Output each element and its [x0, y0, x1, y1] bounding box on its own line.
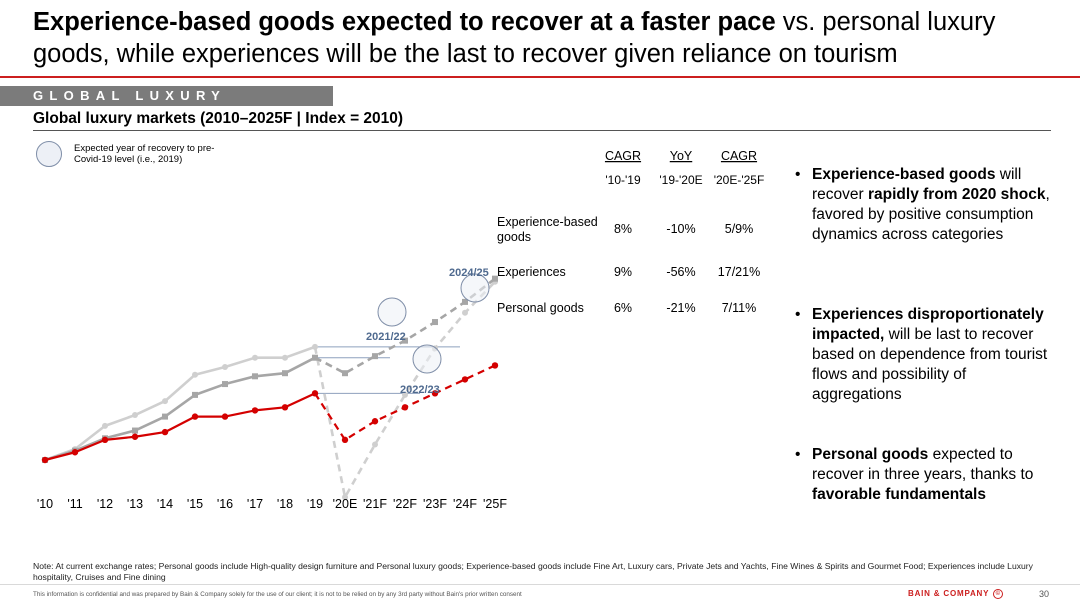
- recovery-label: 2022/23: [400, 384, 440, 396]
- personal-goods-point: [222, 413, 228, 419]
- experience-based-goods-point: [432, 319, 438, 325]
- table-cell: 8%: [614, 222, 632, 236]
- experiences-point: [462, 310, 468, 316]
- experience-based-goods-point: [372, 353, 378, 359]
- x-tick-label: '22F: [393, 497, 417, 511]
- experience-based-goods-point: [312, 355, 318, 361]
- experiences-point: [282, 355, 288, 361]
- x-tick-label: '15: [187, 497, 203, 511]
- experiences-point: [132, 412, 138, 418]
- experience-based-goods-point: [282, 370, 288, 376]
- personal-goods-point: [462, 376, 468, 382]
- footer-divider: [0, 584, 1080, 585]
- takeaway-experience-based: Experience-based goods will recover rapi…: [795, 165, 1055, 245]
- takeaway-experiences: Experiences disproportionately impacted,…: [795, 305, 1055, 405]
- experience-based-goods-point: [342, 370, 348, 376]
- personal-goods-point: [192, 413, 198, 419]
- confidentiality-disclaimer: This information is confidential and was…: [33, 591, 522, 598]
- experiences-actual-line: [45, 347, 315, 460]
- x-tick-label: '10: [37, 497, 53, 511]
- experiences-point: [372, 442, 378, 448]
- x-tick-label: '13: [127, 497, 143, 511]
- brand-logo: BAIN & COMPANY ©: [908, 589, 1003, 599]
- personal-goods-forecast-line: [315, 365, 495, 439]
- takeaway-text-run: Personal goods: [812, 446, 928, 463]
- personal-goods-point: [132, 434, 138, 440]
- x-tick-label: '11: [67, 497, 82, 511]
- table-cell: -21%: [666, 301, 695, 315]
- experience-based-goods-series-label: goods: [497, 230, 531, 244]
- personal-goods-point: [282, 404, 288, 410]
- experiences-point: [102, 423, 108, 429]
- takeaway-text-run: Experience-based goods: [812, 166, 995, 183]
- table-header-metric: CAGR: [721, 149, 757, 163]
- personal-goods-point: [492, 362, 498, 368]
- takeaway-personal-goods: Personal goods expected to recover in th…: [795, 445, 1055, 505]
- experience-based-goods-point: [132, 428, 138, 434]
- recovery-label: 2024/25: [449, 267, 489, 279]
- experience-based-goods-series-label: Experience-based: [497, 215, 598, 229]
- table-header-metric: CAGR: [605, 149, 641, 163]
- experience-based-goods-point: [222, 381, 228, 387]
- experiences-point: [162, 398, 168, 404]
- experiences-point: [252, 355, 258, 361]
- experiences-point: [192, 372, 198, 378]
- recovery-label: 2021/22: [366, 331, 406, 343]
- brand-name: BAIN & COMPANY: [908, 589, 989, 598]
- personal-goods-actual-line: [45, 393, 315, 460]
- x-tick-label: '25F: [483, 497, 507, 511]
- x-tick-label: '14: [157, 497, 173, 511]
- table-header-period: '19-'20E: [659, 173, 702, 187]
- x-tick-label: '21F: [363, 497, 387, 511]
- x-tick-label: '20E: [333, 497, 358, 511]
- experiences-series-label: Experiences: [497, 265, 566, 279]
- page-number: 30: [1039, 589, 1049, 599]
- table-cell: -10%: [666, 222, 695, 236]
- table-cell: 9%: [614, 265, 632, 279]
- table-header-period: '20E-'25F: [714, 173, 765, 187]
- table-cell: 5/9%: [725, 222, 754, 236]
- table-header-metric: YoY: [670, 149, 693, 163]
- recovery-circle: [378, 298, 406, 326]
- x-tick-label: '24F: [453, 497, 477, 511]
- x-tick-label: '17: [247, 497, 263, 511]
- takeaway-text-run: rapidly from 2020 shock: [868, 186, 1045, 203]
- x-tick-label: '23F: [423, 497, 447, 511]
- x-tick-label: '19: [307, 497, 323, 511]
- experiences-point: [222, 364, 228, 370]
- x-tick-label: '12: [97, 497, 113, 511]
- personal-goods-point: [102, 437, 108, 443]
- takeaway-text-run: favorable fundamentals: [812, 486, 986, 503]
- personal-goods-point: [72, 449, 78, 455]
- experience-based-goods-point: [192, 392, 198, 398]
- footnote: Note: At current exchange rates; Persona…: [33, 561, 1053, 583]
- personal-goods-series-label: Personal goods: [497, 301, 584, 315]
- experience-based-goods-point: [162, 414, 168, 420]
- personal-goods-point: [372, 418, 378, 424]
- experiences-point: [312, 344, 318, 350]
- table-cell: 7/11%: [722, 301, 757, 315]
- recovery-circle: [413, 345, 441, 373]
- brand-mark-icon: ©: [993, 589, 1003, 599]
- table-cell: 17/21%: [718, 265, 760, 279]
- experience-based-goods-point: [252, 373, 258, 379]
- personal-goods-point: [402, 404, 408, 410]
- personal-goods-point: [252, 407, 258, 413]
- personal-goods-point: [342, 437, 348, 443]
- table-header-period: '10-'19: [605, 173, 641, 187]
- x-tick-label: '16: [217, 497, 233, 511]
- table-cell: -56%: [666, 265, 695, 279]
- table-cell: 6%: [614, 301, 632, 315]
- personal-goods-point: [312, 390, 318, 396]
- personal-goods-point: [162, 429, 168, 435]
- x-tick-label: '18: [277, 497, 293, 511]
- personal-goods-point: [42, 457, 48, 463]
